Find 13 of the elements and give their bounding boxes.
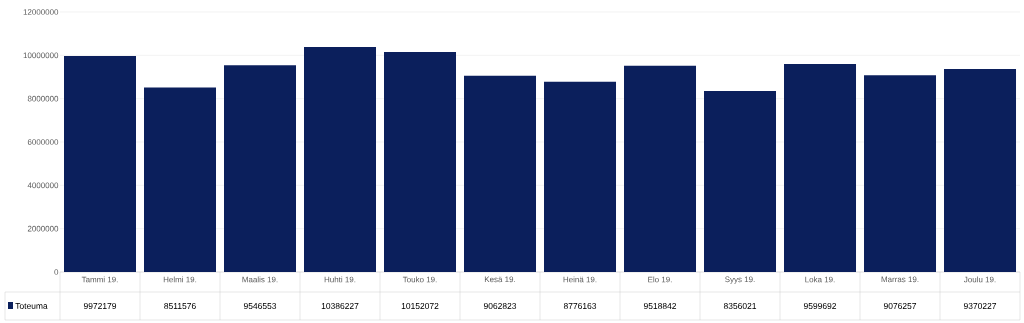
data-label: 10386227 [321, 303, 359, 309]
data-label: 9518842 [643, 303, 677, 309]
data-label: 8511576 [164, 303, 196, 309]
data-label: 8776163 [563, 303, 597, 309]
data-label: 9972179 [83, 303, 117, 309]
data-label: 9599692 [803, 303, 837, 309]
data-label: 10152072 [401, 303, 439, 309]
legend-label: Toteuma [15, 303, 48, 309]
data-label: 9546553 [243, 303, 277, 309]
data-label: 9076257 [883, 303, 917, 309]
data-label: 8356021 [723, 303, 757, 309]
data-label: 9062823 [483, 303, 517, 309]
data-label: 9370227 [963, 303, 997, 309]
